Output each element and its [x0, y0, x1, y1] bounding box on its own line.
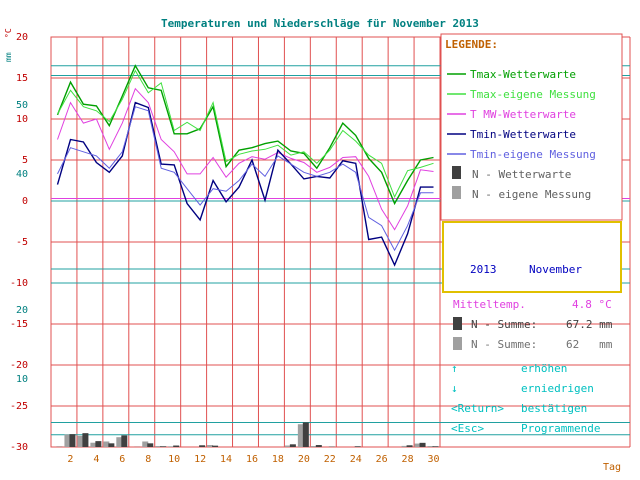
legend-label: Tmin-eigene Messung — [470, 148, 596, 161]
sum2-value: 62 mm — [566, 338, 613, 351]
key-action: Programmende — [521, 422, 600, 435]
x-tick-label: 6 — [119, 454, 125, 465]
temperature-lines — [58, 66, 434, 265]
precip-tick-label: 40 — [16, 169, 28, 180]
x-tick-labels: 2 4 6 8 10 12 14 16 18 20 22 24 26 28 30 — [67, 454, 439, 465]
x-tick-label: 12 — [194, 454, 206, 465]
bar-station — [355, 446, 361, 447]
legend-label: T MW-Wetterwarte — [470, 108, 576, 121]
temp-tick-label: -10 — [10, 278, 28, 289]
x-tick-label: 4 — [93, 454, 99, 465]
temp-tick-label: -15 — [10, 319, 28, 330]
bar-station — [160, 446, 166, 447]
temp-tick-label: -25 — [10, 401, 28, 412]
temp-tick-label: 15 — [16, 73, 28, 84]
bar-station — [433, 446, 439, 447]
key-action: erniedrigen — [521, 382, 594, 395]
temp-tick-label: -20 — [10, 360, 28, 371]
bar-station — [316, 445, 322, 447]
x-tick-label: 18 — [272, 454, 284, 465]
bar-station — [69, 434, 75, 447]
y-unit-mm: mm — [4, 52, 13, 62]
x-tick-label: 10 — [168, 454, 180, 465]
legend-swatch-bar — [452, 186, 461, 199]
key-name: <Esc> — [451, 422, 484, 435]
series-line-3 — [58, 89, 434, 230]
mean-temp-value: 4.8 °C — [572, 298, 612, 311]
x-tick-label: 20 — [298, 454, 310, 465]
legend-label: N - eigene Messung — [472, 188, 591, 201]
key-help: ↑ erhöhen ↓ erniedrigen <Return> bestätigen <E… — [451, 362, 600, 435]
x-tick-label: 2 — [67, 454, 73, 465]
legend-label: N - Wetterwarte — [472, 168, 571, 181]
x-tick-label: 28 — [402, 454, 414, 465]
period-box — [443, 222, 621, 292]
legend-header: LEGENDE: — [445, 38, 498, 51]
x-tick-label: 24 — [350, 454, 362, 465]
temp-tick-label: 10 — [16, 114, 28, 125]
period-month: November — [529, 263, 582, 276]
x-tick-label: 14 — [220, 454, 232, 465]
sum1-value: 67.2 mm — [566, 318, 613, 331]
bar-station — [82, 433, 88, 447]
x-tick-label: 30 — [427, 454, 439, 465]
bar-station — [212, 446, 218, 447]
x-axis-label: Tag — [603, 462, 621, 473]
bar-station — [95, 441, 101, 447]
sum2-label: N - Summe: — [471, 338, 537, 351]
temp-tick-label: -30 — [10, 442, 28, 453]
precip-tick-label: 10 — [16, 374, 28, 385]
key-action: bestätigen — [521, 402, 587, 415]
temp-tick-label: 20 — [16, 32, 28, 43]
series-line-4 — [58, 103, 434, 265]
legend-label: Tmin-Wetterwarte — [470, 128, 576, 141]
precip-tick-label: 20 — [16, 305, 28, 316]
legend-label: Tmax-eigene Messung — [470, 88, 596, 101]
key-action: erhöhen — [521, 362, 567, 375]
bar-station — [199, 445, 205, 447]
temp-tick-label: 5 — [22, 155, 28, 166]
bar-station — [147, 443, 153, 447]
y-unit-temp: °C — [4, 28, 13, 38]
x-tick-label: 8 — [145, 454, 151, 465]
sum2-swatch — [453, 337, 462, 350]
temp-tick-label: 0 — [22, 196, 28, 207]
bar-station — [420, 443, 426, 447]
chart-title: Temperaturen und Niederschläge für Novem… — [161, 17, 479, 30]
bar-station — [108, 443, 114, 447]
precip-tick-label: 50 — [16, 100, 28, 111]
temp-tick-label: -5 — [16, 237, 28, 248]
key-name: ↓ — [451, 382, 458, 395]
key-name: ↑ — [451, 362, 458, 375]
x-tick-label: 22 — [324, 454, 336, 465]
x-tick-label: 16 — [246, 454, 258, 465]
period-year: 2013 — [470, 263, 497, 276]
bar-station — [303, 422, 309, 447]
legend-label: Tmax-Wetterwarte — [470, 68, 576, 81]
key-name: <Return> — [451, 402, 504, 415]
series-line-2 — [58, 71, 434, 197]
sum1-swatch — [453, 317, 462, 330]
mean-temp-label: Mitteltemp. — [453, 298, 526, 311]
bar-station — [290, 444, 296, 447]
bar-station — [121, 435, 127, 447]
bar-station — [173, 446, 179, 447]
series-line-1 — [58, 66, 434, 204]
x-tick-label: 26 — [376, 454, 388, 465]
sum1-label: N - Summe: — [471, 318, 537, 331]
series-line-5 — [58, 107, 434, 251]
legend-swatch-bar — [452, 166, 461, 179]
bar-station — [407, 445, 413, 447]
